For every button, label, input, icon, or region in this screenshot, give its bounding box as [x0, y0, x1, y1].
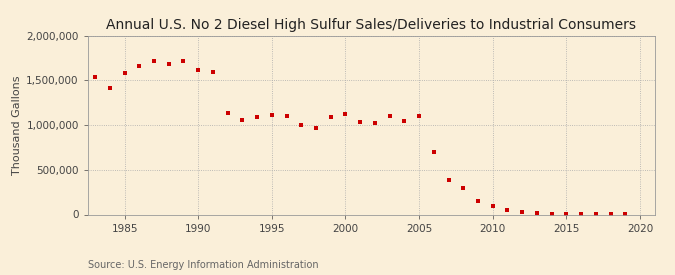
Y-axis label: Thousand Gallons: Thousand Gallons: [12, 75, 22, 175]
Text: Source: U.S. Energy Information Administration: Source: U.S. Energy Information Administ…: [88, 260, 319, 270]
Title: Annual U.S. No 2 Diesel High Sulfur Sales/Deliveries to Industrial Consumers: Annual U.S. No 2 Diesel High Sulfur Sale…: [106, 18, 637, 32]
